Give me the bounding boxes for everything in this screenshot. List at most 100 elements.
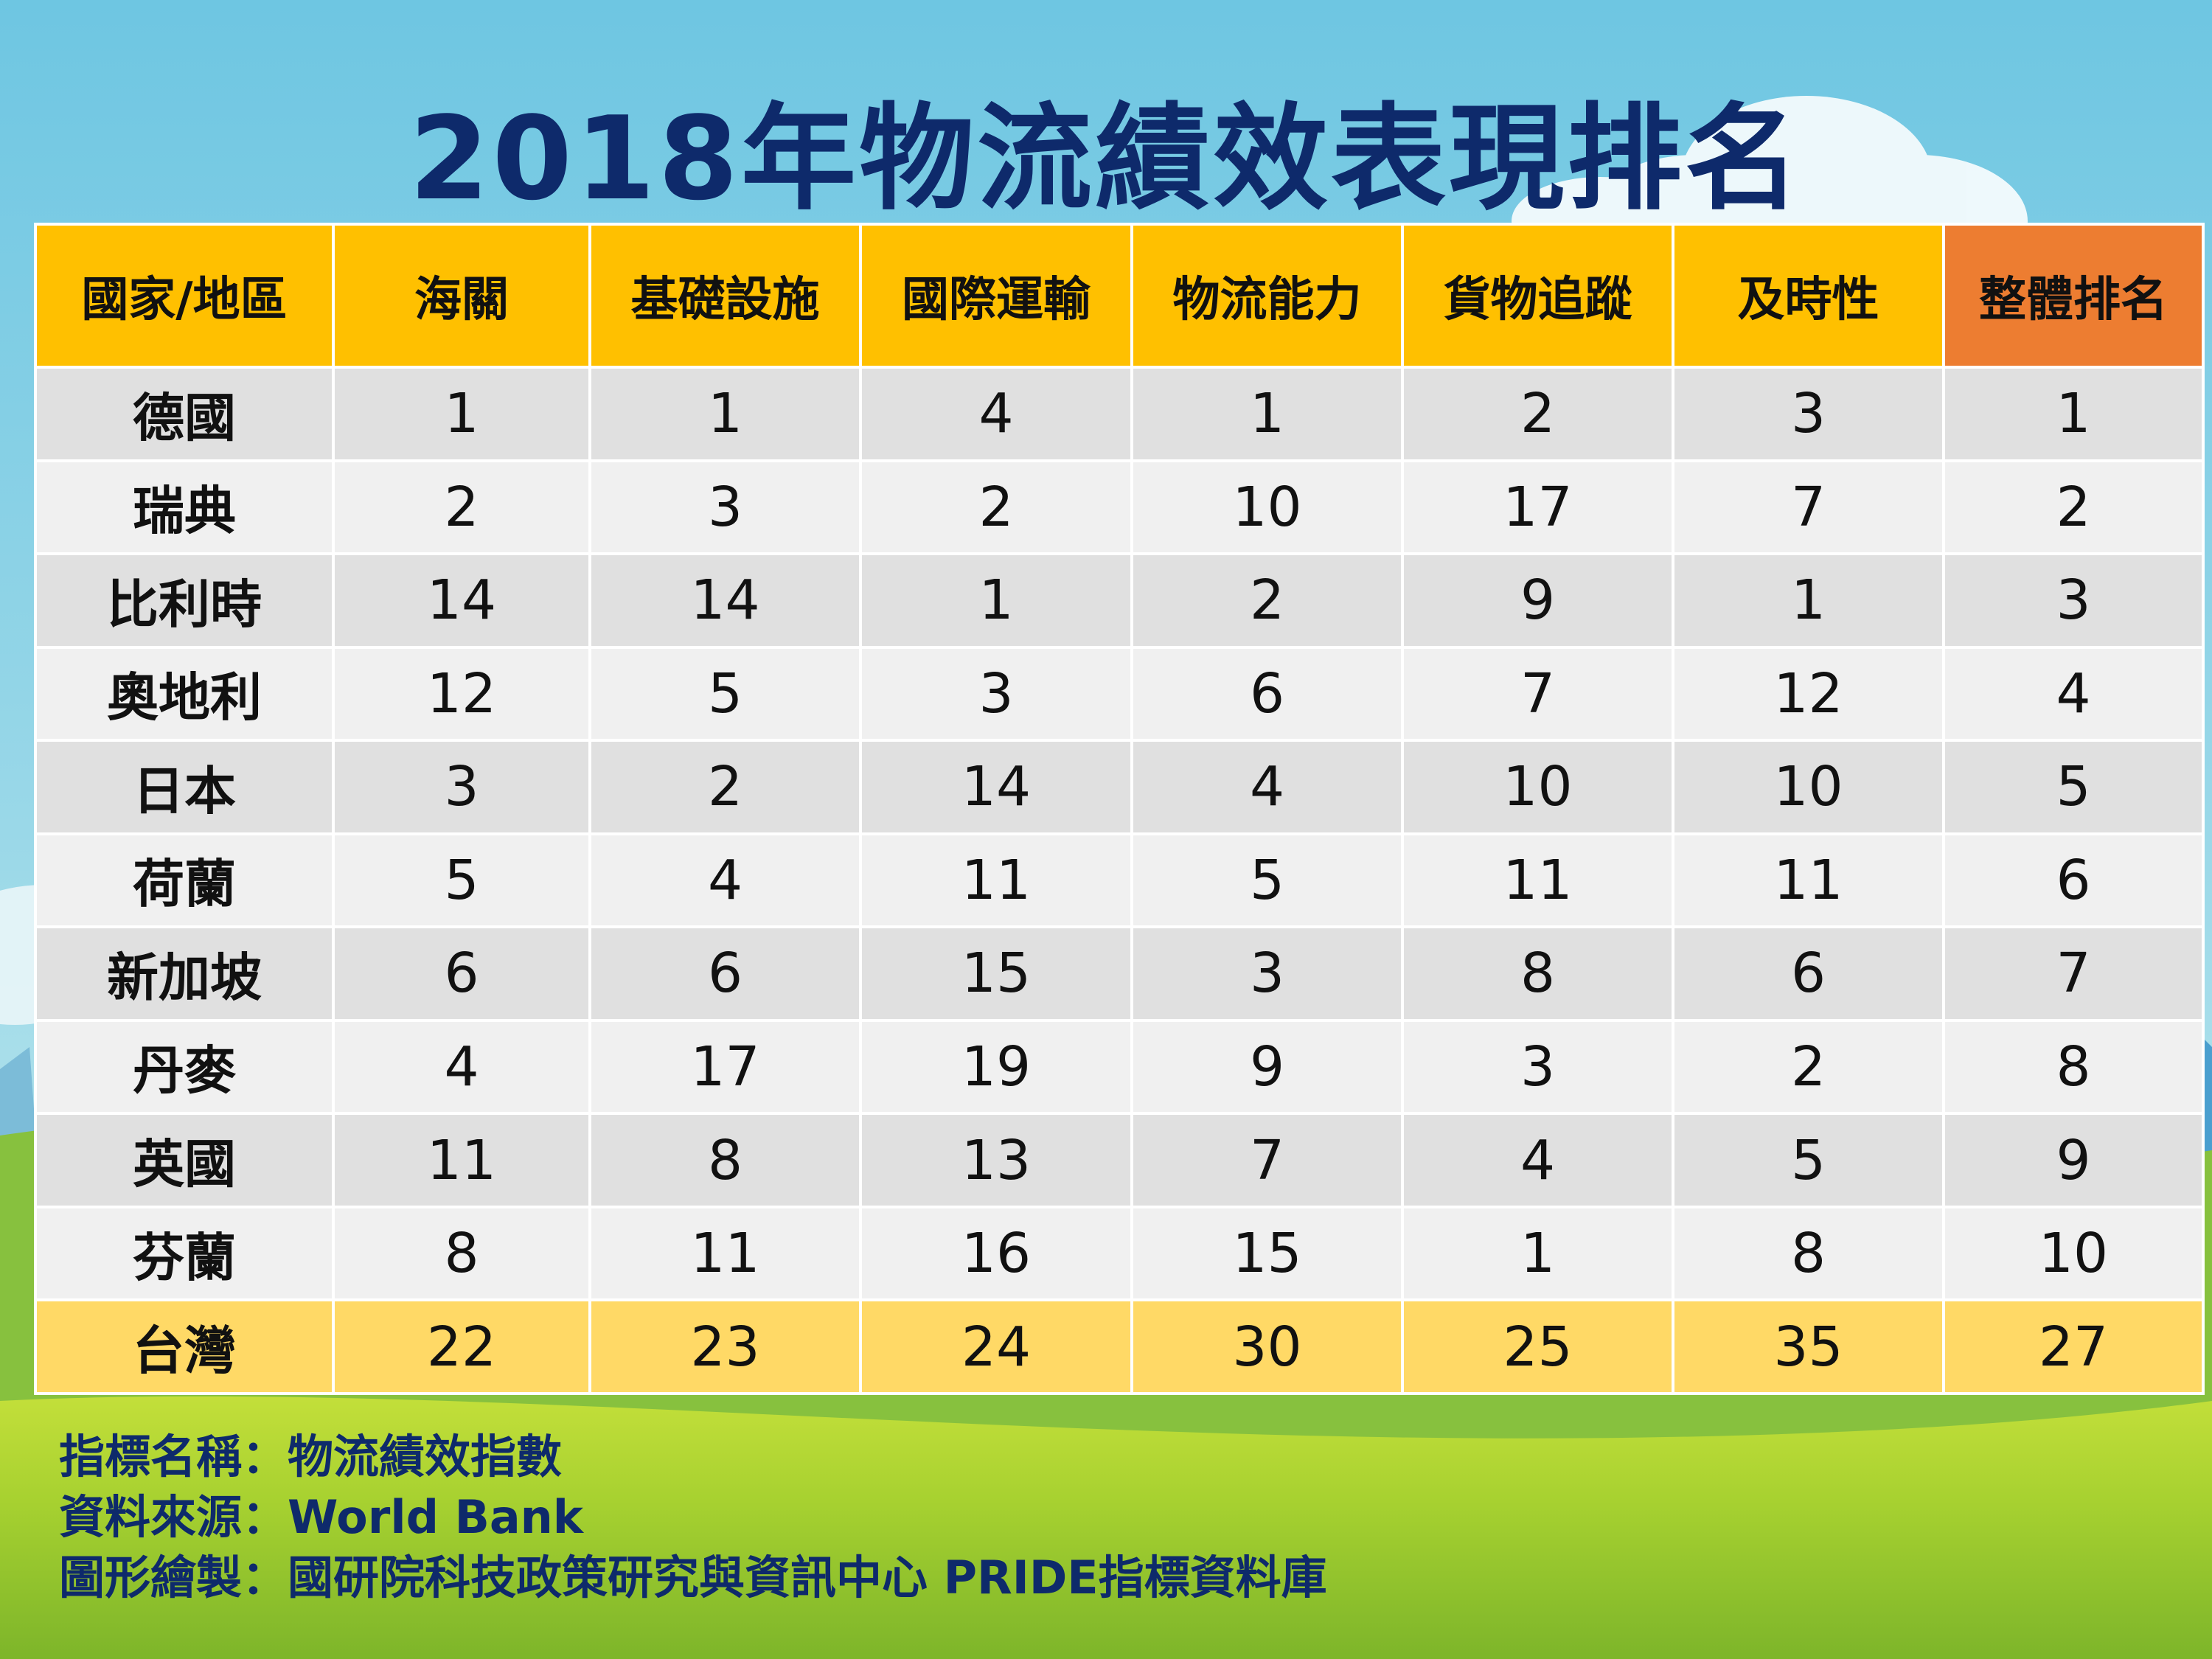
rank-cell: 23 [588,1298,862,1395]
rank-cell: 8 [332,1205,591,1302]
rank-cell: 2 [1130,552,1404,649]
rank-cell: 2 [332,459,591,556]
country-cell: 比利時 [34,552,335,649]
column-header: 物流能力 [1130,223,1404,369]
rank-cell: 22 [332,1298,591,1395]
country-cell: 德國 [34,366,335,462]
rank-cell: 6 [1942,832,2205,929]
page-title: 2018年物流績效表現排名 [408,91,1804,226]
rank-cell: 17 [588,1018,862,1116]
rank-cell: 4 [1130,739,1404,835]
ranking-table: 國家/地區 海關 基礎設施 國際運輸 物流能力 貨物追蹤 及時性 整體排名 德國… [34,223,2205,1395]
rank-cell: 2 [859,459,1133,556]
column-header-overall: 整體排名 [1942,223,2205,369]
rank-cell: 16 [859,1205,1133,1302]
rank-cell: 14 [332,552,591,649]
rank-cell: 12 [332,645,591,742]
rank-cell: 2 [588,739,862,835]
rank-cell: 3 [1672,366,1945,462]
rank-cell: 25 [1401,1298,1674,1395]
rank-cell: 6 [1672,925,1945,1022]
rank-cell: 13 [859,1112,1133,1208]
column-header: 國家/地區 [34,223,335,369]
rank-cell: 6 [588,925,862,1022]
note-credit: 圖形繪製：國研院科技政策研究與資訊中心 PRIDE指標資料庫 [59,1551,1327,1604]
column-header: 貨物追蹤 [1401,223,1674,369]
country-cell: 奧地利 [34,645,335,742]
rank-cell: 4 [859,366,1133,462]
country-cell: 日本 [34,739,335,835]
rank-cell: 1 [588,366,862,462]
country-cell: 荷蘭 [34,832,335,929]
rank-cell: 2 [1672,1018,1945,1116]
rank-cell: 27 [1942,1298,2205,1395]
rank-cell: 8 [1672,1205,1945,1302]
rank-cell: 11 [588,1205,862,1302]
rank-cell: 7 [1130,1112,1404,1208]
rank-cell: 1 [1130,366,1404,462]
rank-cell: 11 [1672,832,1945,929]
rank-cell: 9 [1401,552,1674,649]
rank-cell: 4 [332,1018,591,1116]
rank-cell: 17 [1401,459,1674,556]
table-row: 德國 1 1 4 1 2 3 1 [34,366,2205,462]
rank-cell: 4 [1401,1112,1674,1208]
rank-cell: 3 [1942,552,2205,649]
note-indicator: 指標名稱：物流績效指數 [59,1430,563,1484]
rank-cell: 10 [1942,1205,2205,1302]
rank-cell: 5 [1130,832,1404,929]
rank-cell: 10 [1672,739,1945,835]
rank-cell: 14 [859,739,1133,835]
rank-cell: 4 [1942,645,2205,742]
rank-cell: 1 [859,552,1133,649]
country-cell: 瑞典 [34,459,335,556]
table-row-highlight: 台灣 22 23 24 30 25 35 27 [34,1298,2205,1395]
rank-cell: 14 [588,552,862,649]
rank-cell: 8 [1401,925,1674,1022]
rank-cell: 11 [859,832,1133,929]
country-cell: 英國 [34,1112,335,1208]
table-row: 新加坡 6 6 15 3 8 6 7 [34,925,2205,1022]
rank-cell: 10 [1401,739,1674,835]
column-header: 海關 [332,223,591,369]
table-row: 芬蘭 8 11 16 15 1 8 10 [34,1205,2205,1302]
country-cell: 芬蘭 [34,1205,335,1302]
rank-cell: 7 [1672,459,1945,556]
rank-cell: 7 [1401,645,1674,742]
rank-cell: 19 [859,1018,1133,1116]
footnotes: 指標名稱：物流績效指數 資料來源：World Bank 圖形繪製：國研院科技政策… [59,1427,1327,1608]
table-row: 丹麥 4 17 19 9 3 2 8 [34,1018,2205,1116]
table-row: 荷蘭 5 4 11 5 11 11 6 [34,832,2205,929]
rank-cell: 11 [332,1112,591,1208]
rank-cell: 15 [859,925,1133,1022]
table-row: 奧地利 12 5 3 6 7 12 4 [34,645,2205,742]
rank-cell: 8 [588,1112,862,1208]
country-cell: 台灣 [34,1298,335,1395]
table-row: 比利時 14 14 1 2 9 1 3 [34,552,2205,649]
table-row: 英國 11 8 13 7 4 5 9 [34,1112,2205,1208]
rank-cell: 2 [1401,366,1674,462]
rank-cell: 5 [332,832,591,929]
rank-cell: 3 [859,645,1133,742]
rank-cell: 30 [1130,1298,1404,1395]
grass-field [0,1396,2212,1659]
table-row: 日本 3 2 14 4 10 10 5 [34,739,2205,835]
rank-cell: 5 [1672,1112,1945,1208]
rank-cell: 3 [588,459,862,556]
rank-cell: 35 [1672,1298,1945,1395]
rank-cell: 10 [1130,459,1404,556]
rank-cell: 7 [1942,925,2205,1022]
rank-cell: 9 [1942,1112,2205,1208]
rank-cell: 6 [332,925,591,1022]
rank-cell: 3 [1130,925,1404,1022]
rank-cell: 6 [1130,645,1404,742]
country-cell: 新加坡 [34,925,335,1022]
rank-cell: 3 [1401,1018,1674,1116]
rank-cell: 4 [588,832,862,929]
rank-cell: 1 [1942,366,2205,462]
rank-cell: 15 [1130,1205,1404,1302]
column-header: 國際運輸 [859,223,1133,369]
rank-cell: 8 [1942,1018,2205,1116]
rank-cell: 2 [1942,459,2205,556]
column-header: 基礎設施 [588,223,862,369]
